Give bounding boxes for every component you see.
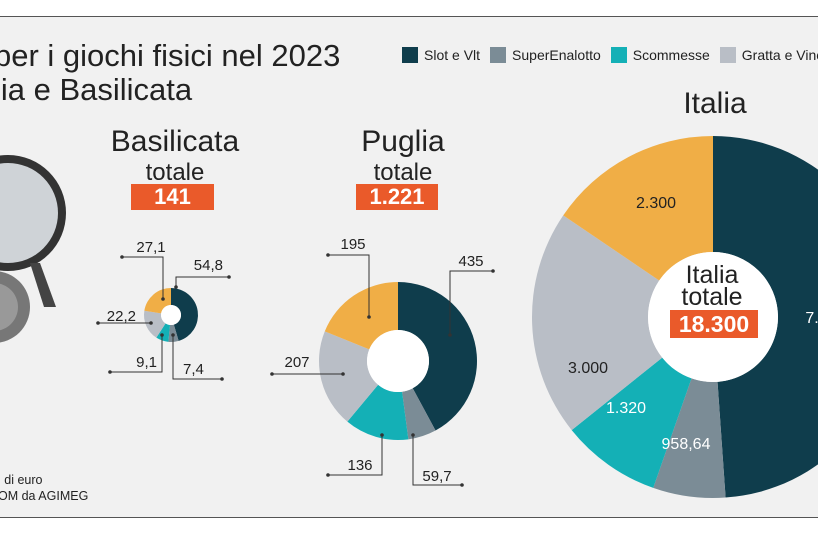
basilicata-label-gratta: 22,2 [107, 308, 136, 325]
puglia-anchor-dot-slot [448, 333, 452, 337]
basilicata-leader-dot-scommesse [108, 370, 112, 374]
basilicata-slice-other [144, 288, 171, 314]
basilicata-leader-superenalotto [172, 335, 222, 380]
puglia-label-slot: 435 [458, 253, 483, 270]
basilicata-leader-dot-slot [227, 275, 231, 279]
donut-charts: 54,8 7,4 9,1 22,2 27,1 435 59,7 136 207 195 7. 958,… [0, 136, 818, 498]
basilicata-anchor-dot-gratta [149, 321, 153, 325]
puglia-anchor-dot-superenalotto [411, 433, 415, 437]
wheel-decoration [0, 155, 66, 343]
basilicata-slice-scommesse [156, 323, 171, 342]
legend-label-gratta: Gratta e Vinci [741, 47, 818, 63]
basilicata-leader-dot-other [120, 255, 124, 259]
italia-slice-gratta [532, 215, 663, 431]
puglia-slice-gratta [319, 331, 379, 422]
basilicata-total-badge: 141 [131, 184, 214, 210]
italia-label-gratta: 3.000 [568, 360, 608, 377]
basilicata-donut-hole [161, 305, 181, 325]
italia-slice-slot [713, 136, 818, 498]
basilicata-name: Basilicata [110, 125, 240, 158]
title-line-1: per i giochi fisici nel 2023 [0, 38, 341, 73]
basilicata-anchor-dot-other [161, 297, 165, 301]
puglia-slice-scommesse [347, 384, 409, 440]
basilicata-anchor-dot-slot [174, 285, 178, 289]
puglia-leader-other [328, 254, 370, 317]
puglia-donut-hole [367, 330, 429, 392]
basilicata-label-scommesse: 9,1 [136, 354, 157, 371]
basilicata-label-slot: 54,8 [194, 257, 223, 274]
italia-subtitle-line-1: Italia [685, 261, 739, 289]
legend-label-superenalotto: SuperEnalotto [512, 47, 601, 63]
note-line-1: i di euro [0, 473, 43, 487]
puglia-slice-superenalotto [402, 388, 436, 440]
wheel-stand [30, 263, 56, 307]
puglia-leader-dot-gratta [270, 372, 274, 376]
wheel-face [0, 163, 58, 263]
basilicata-slice-gratta [144, 310, 166, 338]
basilicata-leader-scommesse [110, 335, 163, 373]
italia-subtitle-line-2: totale [681, 283, 743, 311]
basilicata-anchor-dot-superenalotto [171, 333, 175, 337]
basilicata-leader-dot-superenalotto [220, 377, 224, 381]
legend-swatch-superenalotto [490, 47, 507, 63]
puglia-subtitle: totale [373, 159, 433, 186]
legend-swatch-scommesse [610, 47, 627, 63]
basilicata-label-superenalotto: 7,4 [183, 361, 204, 378]
puglia-anchor-dot-gratta [341, 372, 345, 376]
basilicata-leader-other [122, 256, 164, 299]
puglia-leader-dot-other [326, 253, 330, 257]
puglia-label-other: 195 [340, 236, 365, 253]
puglia-leader-slot [449, 270, 493, 335]
italia-slice-other [563, 136, 713, 281]
puglia-slice-other [324, 282, 398, 350]
puglia-leader-dot-superenalotto [460, 483, 464, 487]
puglia-label-scommesse: 136 [347, 457, 372, 474]
puglia-label-superenalotto: 59,7 [422, 468, 451, 485]
puglia-label-gratta: 207 [284, 354, 309, 371]
legend-label-slot: Slot e Vlt [424, 47, 481, 63]
italia-name: Italia [683, 87, 747, 120]
basilicata-anchor-dot-scommesse [160, 333, 164, 337]
legend: Slot e Vlt SuperEnalotto Scommesse Gratt… [402, 47, 818, 63]
italia-label-scommesse: 1.320 [606, 400, 646, 417]
chart-title: per i giochi fisici nel 2023 lia e Basil… [0, 39, 340, 107]
puglia-slice-slot [398, 282, 478, 431]
basilicata-label-other: 27,1 [136, 239, 165, 256]
italia-label-slot: 7. [805, 310, 818, 327]
legend-item-scommesse: Scommesse [610, 47, 710, 63]
basilicata-subtitle: totale [145, 159, 205, 186]
puglia-leader-dot-slot [491, 269, 495, 273]
wheel-base-inner [0, 283, 18, 331]
legend-item-superenalotto: SuperEnalotto [490, 47, 601, 63]
puglia-leader-scommesse [328, 435, 383, 476]
italia-slice-scommesse [571, 357, 692, 488]
legend-item-gratta: Gratta e Vinci [719, 47, 818, 63]
legend-swatch-gratta [719, 47, 736, 63]
puglia-anchor-dot-scommesse [380, 433, 384, 437]
italia-label-other: 2.300 [636, 195, 676, 212]
title-line-2: lia e Basilicata [0, 72, 193, 107]
puglia-leader-superenalotto [412, 435, 462, 486]
source-note: i di euro OM da AGIMEG [0, 472, 88, 504]
infographic-frame: per i giochi fisici nel 2023 lia e Basil… [0, 16, 818, 518]
basilicata-leader-slot [175, 276, 229, 287]
puglia-total-badge: 1.221 [356, 184, 438, 210]
note-line-2: OM da AGIMEG [0, 489, 89, 503]
puglia-anchor-dot-other [367, 315, 371, 319]
legend-label-scommesse: Scommesse [632, 47, 710, 63]
puglia-leader-dot-scommesse [326, 473, 330, 477]
basilicata-leader-dot-gratta [96, 321, 100, 325]
legend-swatch-slot [402, 47, 418, 63]
italia-slice-superenalotto [653, 378, 726, 498]
italia-label-superenalotto: 958,64 [662, 436, 711, 453]
puglia-name: Puglia [361, 125, 445, 158]
italia-total-badge: 18.300 [670, 310, 758, 338]
legend-item-slot: Slot e Vlt [402, 47, 480, 63]
basilicata-slice-slot [171, 288, 199, 341]
